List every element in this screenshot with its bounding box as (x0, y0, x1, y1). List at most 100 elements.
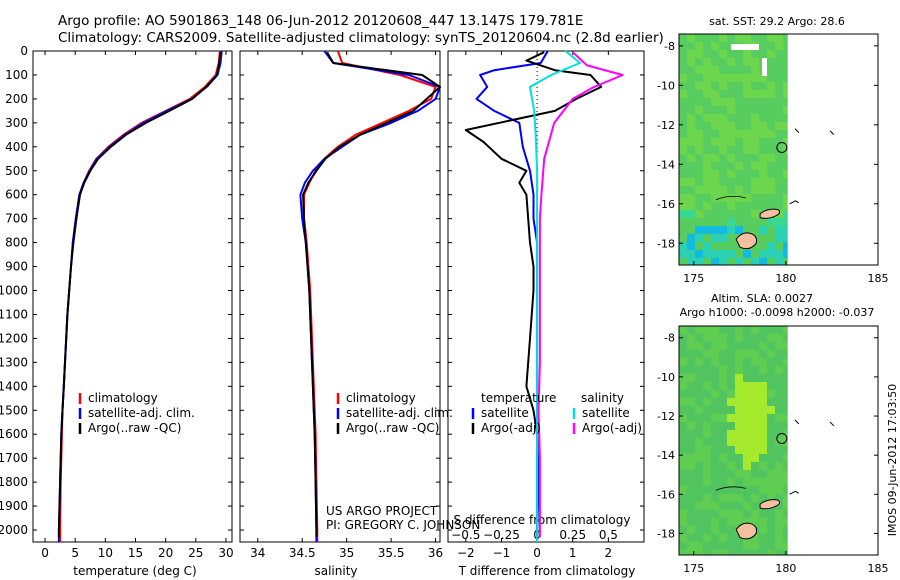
sst_map-cell (687, 194, 695, 202)
sst_map-cell (727, 138, 735, 146)
sla_map-cell (759, 350, 767, 358)
sla_map-cell (687, 326, 695, 334)
sst_map-y-ticklabel: -12 (657, 119, 675, 132)
sst_map-cell (695, 98, 703, 106)
sst_map-cell (743, 162, 751, 170)
sst_map-cell (703, 242, 711, 250)
sla_map-cell (751, 502, 759, 510)
sla_map-cell (775, 502, 783, 510)
sst_map-cell (759, 34, 767, 42)
sst_map-cell (783, 146, 788, 154)
sla_map-cell (719, 510, 727, 518)
sla_map-cell (719, 382, 727, 390)
sla_map-cell (727, 470, 735, 478)
sst_map-cell (775, 114, 783, 122)
sla_map-cell (767, 446, 775, 454)
sst_map-cell (719, 122, 727, 130)
sla_map-cell (783, 366, 788, 374)
difference-t-x-ticklabel: 0 (533, 546, 541, 560)
sla_map-cell (751, 382, 759, 390)
sla_map-cell (727, 446, 735, 454)
sla_map-cell (775, 326, 783, 334)
sst_map-cell (775, 34, 783, 42)
sst_map-cell (687, 202, 695, 210)
sst_map-cell (727, 106, 735, 114)
sla_map-cell (711, 422, 719, 430)
sla_map-cell (751, 478, 759, 486)
sla_map-cell (767, 494, 775, 502)
sst_map-cell (687, 138, 695, 146)
sst_map-cell (751, 202, 759, 210)
sst_map-cell (783, 234, 788, 242)
sla_map-cell (759, 438, 767, 446)
sst_map-cell (767, 122, 775, 130)
sst_map-cell (703, 50, 711, 58)
sla_map-cell (711, 502, 719, 510)
sla_map-cell (679, 446, 687, 454)
sla_map-cell (775, 398, 783, 406)
sst_map-cell (703, 98, 711, 106)
sla_map-cell (783, 398, 788, 406)
sla_map-cell (679, 430, 687, 438)
sst_map-cell (711, 130, 719, 138)
sla_map-cell (751, 542, 759, 550)
sla_map-cell (767, 510, 775, 518)
sst_map-cell (775, 162, 783, 170)
sla_map-cell (735, 342, 743, 350)
sla_map-cell (735, 510, 743, 518)
sla_map-cell (783, 358, 788, 366)
sst_map-cell (687, 146, 695, 154)
difference-legend-temperature-header: temperature (481, 391, 556, 405)
sla_map-cell (759, 358, 767, 366)
sla_map-cell (767, 406, 775, 414)
sst_map-cell (743, 210, 751, 218)
sst_map-cell (703, 146, 711, 154)
sst_map-argo-marker (776, 141, 788, 153)
sla_map-cell (711, 518, 719, 526)
sst_map-cell (703, 138, 711, 146)
sst_map-cell (687, 90, 695, 98)
sst_map-cell (767, 114, 775, 122)
sla_map-cell (687, 534, 695, 542)
sst_map-cell (695, 138, 703, 146)
sla_map-cell (695, 470, 703, 478)
sst_map-cell (711, 202, 719, 210)
pressure-ticklabel: 1200 (0, 331, 28, 345)
sla_map-cell (767, 326, 775, 334)
sst_map-cell (695, 82, 703, 90)
sla_map-cell (735, 542, 743, 550)
sla_map-cell (783, 462, 788, 470)
sst_map-cell (703, 170, 711, 178)
sst_map-cell (759, 242, 767, 250)
pressure-ticklabel: 2000 (0, 523, 28, 537)
sla_map-cell (759, 382, 767, 390)
sst_map-cell (751, 194, 759, 202)
sla_map-cell (759, 390, 767, 398)
sla_map-cell (735, 326, 743, 334)
sla_map-y-ticklabel: -8 (664, 332, 675, 345)
sst_map-cell (719, 138, 727, 146)
sla_map-cell (727, 478, 735, 486)
sla_map-x-ticklabel: 175 (683, 562, 704, 575)
sst_map-cell (727, 154, 735, 162)
sla_map-cell (735, 486, 743, 494)
sla_map-cell (687, 398, 695, 406)
sla_map-cell (783, 414, 788, 422)
sla_map-cell (711, 358, 719, 366)
sla_map-cell (743, 494, 751, 502)
sst-map-title: sat. SST: 29.2 Argo: 28.6 (709, 15, 845, 28)
sla_map-cell (727, 334, 735, 342)
sla_map-cell (751, 398, 759, 406)
sst_map-cell (703, 194, 711, 202)
sla_map-cell (727, 550, 735, 555)
sla_map-cell (735, 470, 743, 478)
sst_map-cell (695, 258, 703, 265)
sla_map-cell (775, 446, 783, 454)
sst_map-cell (687, 42, 695, 50)
sst_map-cell (695, 146, 703, 154)
sst_map-cell (703, 82, 711, 90)
sla_map-cell (735, 398, 743, 406)
sst_map-cell (703, 250, 711, 258)
difference-t-x-ticklabel: −1 (493, 546, 511, 560)
